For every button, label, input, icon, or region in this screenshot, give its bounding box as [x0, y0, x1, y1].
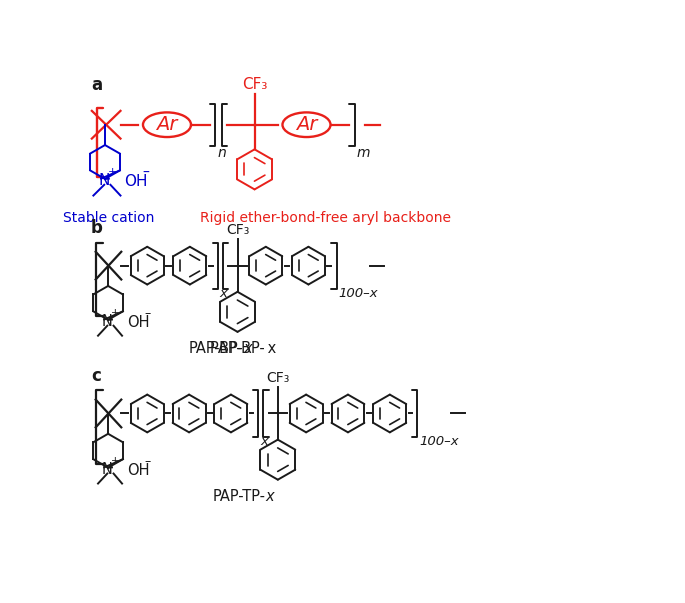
Text: PAP-BP- ​​​x: PAP-BP- ​​​x — [210, 341, 277, 356]
Text: Ar: Ar — [296, 115, 317, 134]
Text: b: b — [91, 219, 103, 238]
Text: Ar: Ar — [156, 115, 177, 134]
Text: CF₃: CF₃ — [226, 223, 249, 237]
Text: –: – — [145, 307, 151, 320]
Text: c: c — [91, 367, 101, 385]
Text: x: x — [220, 287, 227, 300]
Text: OH: OH — [125, 174, 148, 189]
Text: m: m — [357, 145, 371, 160]
Text: +: + — [111, 456, 120, 466]
Text: –: – — [145, 455, 151, 468]
Text: CF₃: CF₃ — [266, 371, 290, 385]
Text: n: n — [217, 145, 226, 160]
Text: OH: OH — [127, 463, 149, 478]
Text: PAP-BP-: PAP-BP- — [188, 341, 243, 356]
Text: x: x — [260, 435, 268, 448]
Text: x: x — [243, 341, 252, 356]
Text: PAP-TP-: PAP-TP- — [213, 489, 266, 504]
Text: 100–x: 100–x — [338, 287, 378, 300]
Text: x: x — [266, 489, 275, 504]
Text: a: a — [91, 76, 102, 94]
Text: N: N — [99, 174, 110, 188]
Text: OH: OH — [127, 315, 149, 330]
Text: N: N — [102, 462, 113, 477]
Text: N: N — [102, 314, 113, 329]
Text: +: + — [108, 166, 117, 177]
Text: CF₃: CF₃ — [242, 77, 267, 92]
Text: –: – — [142, 165, 149, 180]
Text: Rigid ether-bond-free aryl backbone: Rigid ether-bond-free aryl backbone — [201, 211, 451, 225]
Text: Stable cation: Stable cation — [63, 211, 155, 225]
Text: 100–x: 100–x — [419, 435, 458, 448]
Text: +: + — [111, 308, 120, 318]
